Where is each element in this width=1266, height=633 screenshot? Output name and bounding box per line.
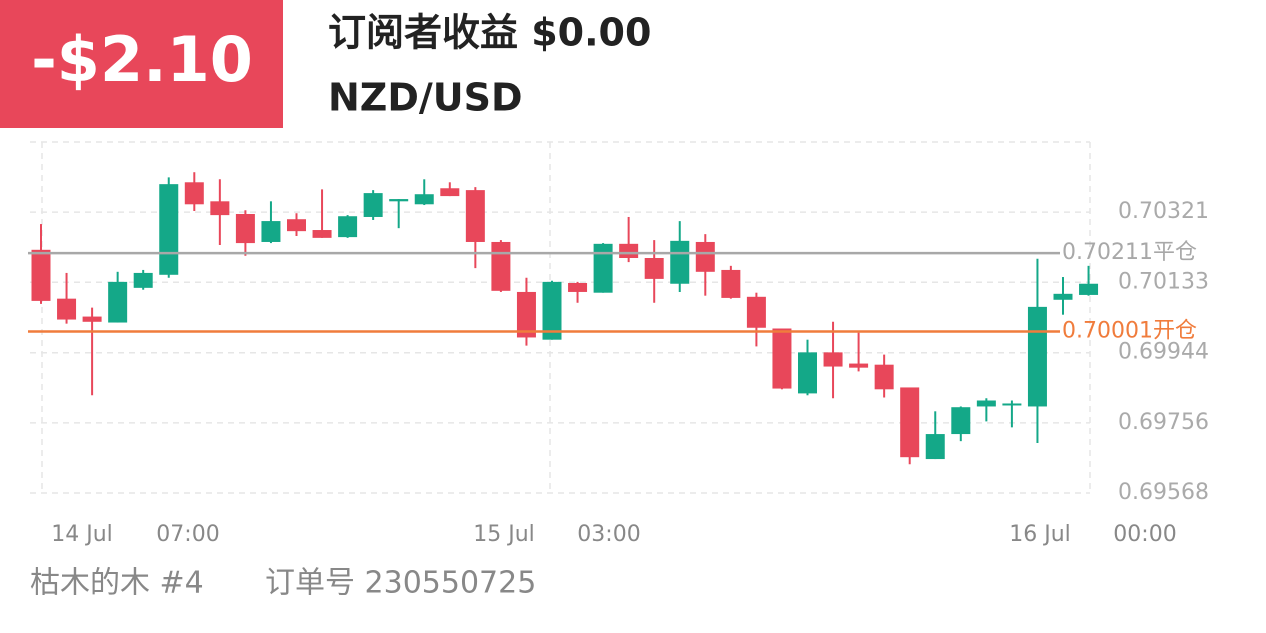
order-number: 订单号 230550725: [265, 566, 536, 601]
account: 枯木的木 #4: [30, 566, 204, 601]
level-label: 0.70001开仓: [1062, 318, 1197, 343]
x-tick-label: 14 Jul: [51, 522, 113, 547]
candle-body: [414, 194, 434, 205]
candle-body: [491, 241, 511, 291]
candle-body: [568, 282, 588, 292]
title: 订阅者收益 $0.00: [328, 11, 651, 55]
candle-body: [644, 258, 664, 279]
candle-body: [619, 243, 639, 259]
candle-body: [593, 243, 613, 293]
candle-body: [261, 221, 281, 242]
y-tick-label: 0.70133: [1118, 269, 1209, 294]
candle-body: [746, 296, 766, 328]
plot-frame: [30, 141, 1091, 493]
candle-body: [925, 434, 945, 460]
profit-box: [0, 0, 283, 128]
candle-body: [1053, 293, 1073, 300]
candle-body: [695, 241, 715, 272]
candle-body: [440, 188, 460, 197]
candle-body: [210, 201, 230, 216]
candle-body: [1027, 306, 1047, 407]
y-tick-label: 0.70321: [1118, 199, 1209, 224]
candle-body: [721, 269, 741, 298]
candle-body: [542, 281, 562, 340]
candle-body: [874, 364, 894, 390]
candle-body: [82, 316, 102, 322]
candle-body: [670, 240, 690, 284]
profit: -$2.10: [31, 23, 253, 96]
candle-body: [1079, 283, 1099, 295]
x-tick-label: 16 Jul: [1009, 522, 1071, 547]
candle-body: [976, 400, 996, 407]
candle-body: [57, 298, 77, 320]
y-tick-label: 0.69568: [1118, 480, 1209, 505]
candle-body: [849, 363, 869, 368]
candle-body: [159, 184, 179, 275]
candle-body: [133, 272, 153, 288]
candle-body: [1002, 403, 1022, 406]
candle-body: [108, 281, 128, 323]
x-tick-label: 07:00: [156, 522, 219, 547]
candle-body: [516, 291, 536, 338]
y-tick-label: 0.69756: [1118, 410, 1209, 435]
level-label: 0.70211平仓: [1062, 240, 1197, 265]
y-tick-label: 0.69944: [1118, 340, 1209, 365]
candle-body: [363, 193, 383, 217]
candle-body: [389, 199, 409, 202]
candle-body: [900, 387, 920, 458]
symbol: NZD/USD: [328, 76, 523, 120]
candle-body: [951, 407, 971, 435]
x-tick-label: 00:00: [1113, 522, 1176, 547]
candle-body: [338, 216, 358, 238]
candle-body: [31, 249, 51, 301]
candle-body: [798, 352, 817, 394]
candle-body: [823, 352, 843, 367]
candle-body: [465, 190, 485, 242]
candle-body: [772, 328, 792, 389]
candle-body: [312, 230, 332, 238]
candle-body: [287, 219, 306, 232]
x-tick-label: 03:00: [577, 522, 640, 547]
candle-body: [184, 182, 204, 205]
candle-body: [235, 213, 255, 244]
x-tick-label: 15 Jul: [473, 522, 535, 547]
